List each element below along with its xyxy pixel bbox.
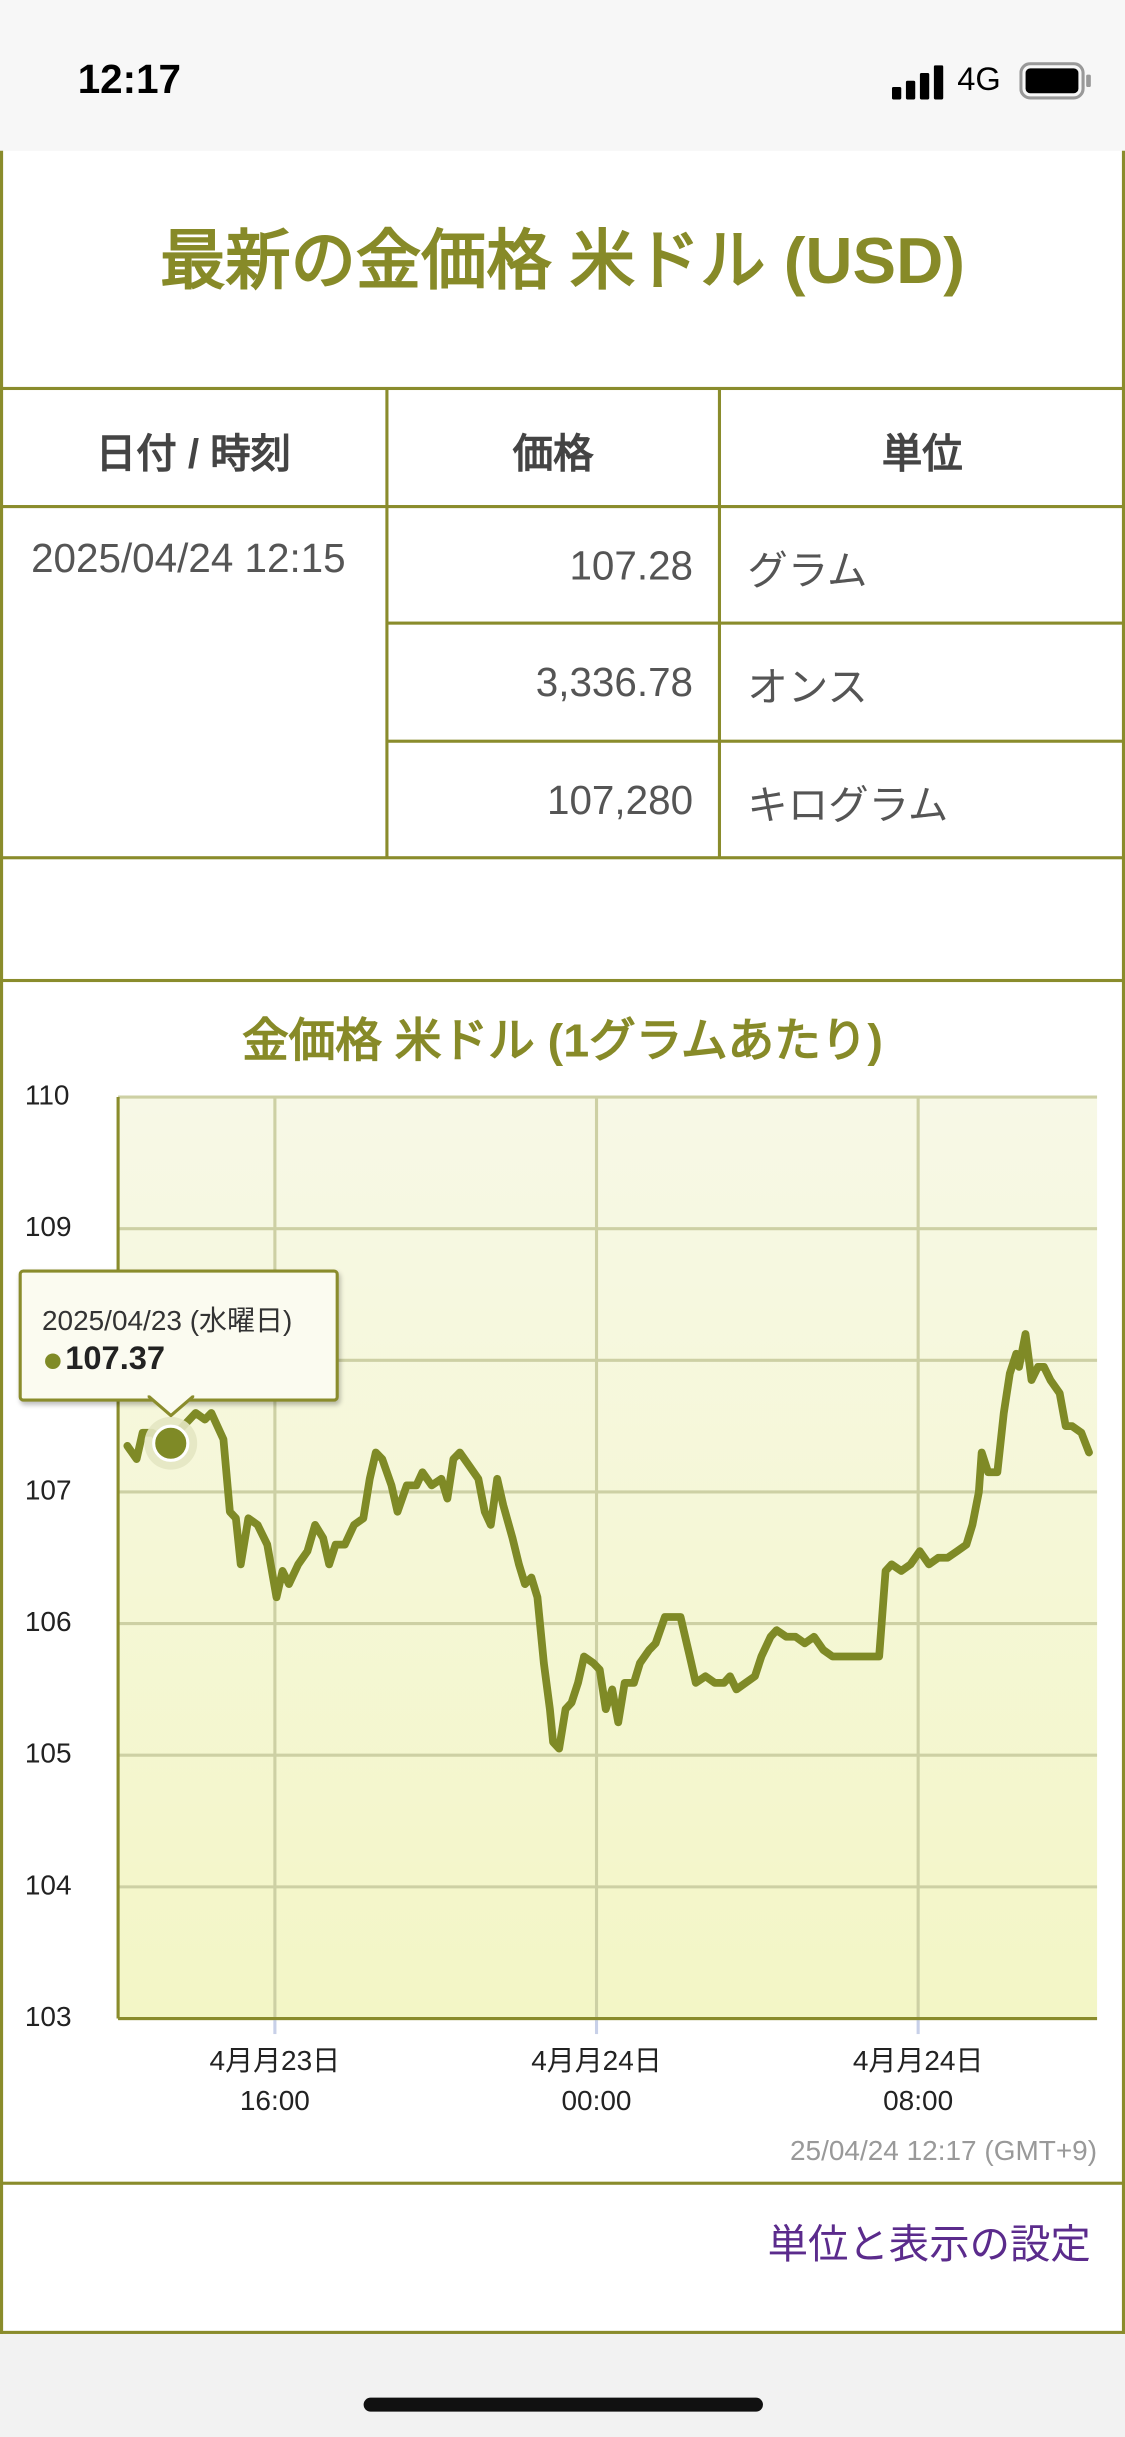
settings-link[interactable]: 単位と表示の設定 — [767, 2220, 1091, 2268]
column-header: 価格 — [512, 430, 594, 478]
y-tick-label: 107 — [25, 1474, 72, 1505]
divider — [717, 388, 722, 858]
chart-timestamp: 25/04/24 12:17 (GMT+9) — [789, 2135, 1098, 2167]
price-line — [123, 1330, 1093, 1753]
page-title: 最新の金価格 米ドル (USD) — [160, 223, 965, 297]
tooltip-value: 107.37 — [65, 1341, 166, 1377]
column-header: 日付 / 時刻 — [95, 430, 292, 478]
chart-title: 金価格 米ドル (1グラムあたり) — [242, 1016, 883, 1068]
unit-cell: キログラム — [747, 781, 949, 829]
column-header: 単位 — [881, 430, 963, 478]
x-tick-label: 4月月24日 08:00 — [852, 2044, 984, 2117]
price-cell: 107,280 — [546, 776, 694, 824]
tooltip-pointer — [147, 1395, 195, 1418]
status-bar: 12:17 4G — [0, 0, 1125, 151]
price-cell: 3,336.78 — [535, 658, 694, 706]
y-tick-label: 104 — [25, 1869, 72, 1900]
divider — [385, 388, 389, 858]
divider — [386, 621, 1125, 625]
battery-icon — [1019, 62, 1091, 100]
network-type: 4G — [957, 62, 1001, 98]
price-cell: 107.28 — [569, 542, 694, 589]
y-tick-label: 109 — [25, 1211, 72, 1242]
divider — [0, 505, 1125, 509]
tooltip-date: 2025/04/23 (水曜日) — [41, 1305, 293, 1337]
divider — [0, 2181, 1125, 2185]
divider — [386, 739, 1125, 743]
y-tick-label: 105 — [25, 1738, 72, 1769]
divider — [0, 856, 1125, 860]
x-tick-label: 4月月24日 00:00 — [531, 2044, 662, 2117]
x-tick-label: 4月月23日 16:00 — [209, 2044, 341, 2117]
home-indicator — [363, 2397, 763, 2412]
unit-cell: グラム — [747, 546, 868, 594]
hover-marker — [152, 1424, 190, 1462]
y-tick-label: 110 — [25, 1079, 70, 1110]
datetime-cell: 2025/04/24 12:15 — [31, 534, 346, 582]
clock: 12:17 — [77, 55, 182, 103]
signal-icon — [891, 65, 944, 100]
unit-cell: オンス — [747, 663, 868, 711]
divider — [0, 978, 1125, 983]
y-tick-label: 106 — [25, 1606, 72, 1637]
tooltip-dot — [45, 1353, 61, 1369]
y-tick-label: 103 — [25, 2001, 72, 2032]
divider — [0, 386, 1125, 391]
